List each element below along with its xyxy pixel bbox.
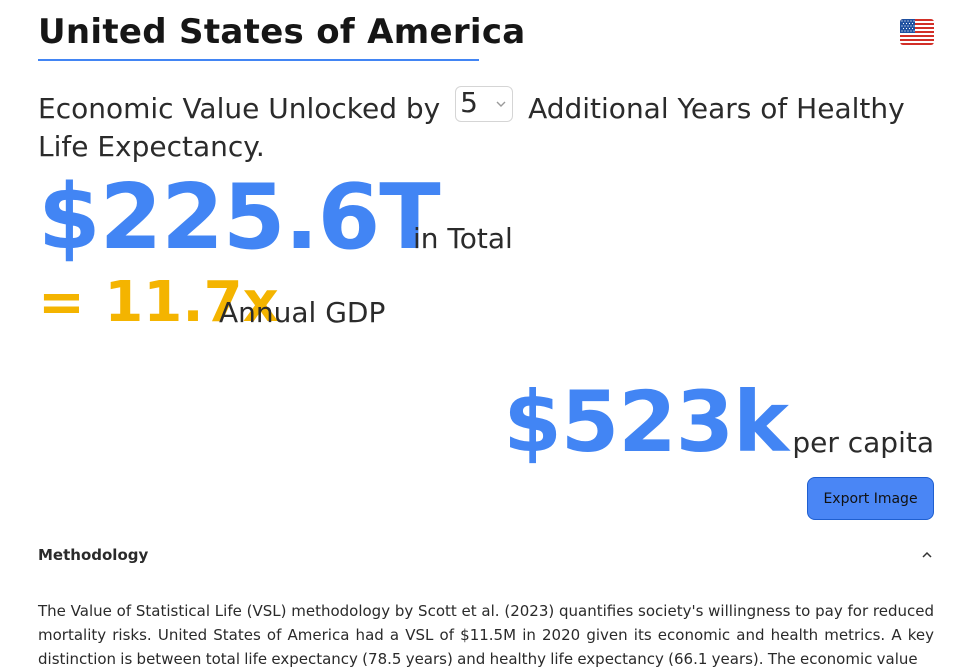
methodology-title: Methodology — [38, 546, 149, 564]
headline: Economic Value Unlocked by 5 Additional … — [38, 86, 934, 166]
gdp-multiple: = 11.7x — [38, 270, 279, 335]
title-underline — [38, 59, 479, 61]
gdp-label: Annual GDP — [219, 296, 386, 329]
methodology-text: The Value of Statistical Life (VSL) meth… — [38, 602, 934, 668]
chevron-up-icon — [922, 551, 932, 558]
page-content: United States of America Economic Value … — [38, 0, 934, 668]
years-select-value: 5 — [460, 86, 478, 119]
headline-prefix: Economic Value Unlocked by — [38, 92, 441, 125]
total-value: $225.6T — [38, 165, 441, 270]
per-capita-label: per capita — [792, 426, 934, 459]
years-select[interactable]: 5 — [455, 86, 514, 122]
export-image-button[interactable]: Export Image — [807, 477, 934, 520]
per-capita-value: $523k — [503, 373, 789, 471]
methodology-toggle[interactable]: Methodology — [38, 542, 934, 570]
us-flag-icon — [900, 19, 934, 45]
total-label: in Total — [413, 222, 513, 255]
chevron-down-icon — [496, 101, 506, 107]
headline-suffix: Additional Years of Healthy Life Expecta… — [38, 92, 905, 163]
country-title: United States of America — [38, 12, 526, 52]
